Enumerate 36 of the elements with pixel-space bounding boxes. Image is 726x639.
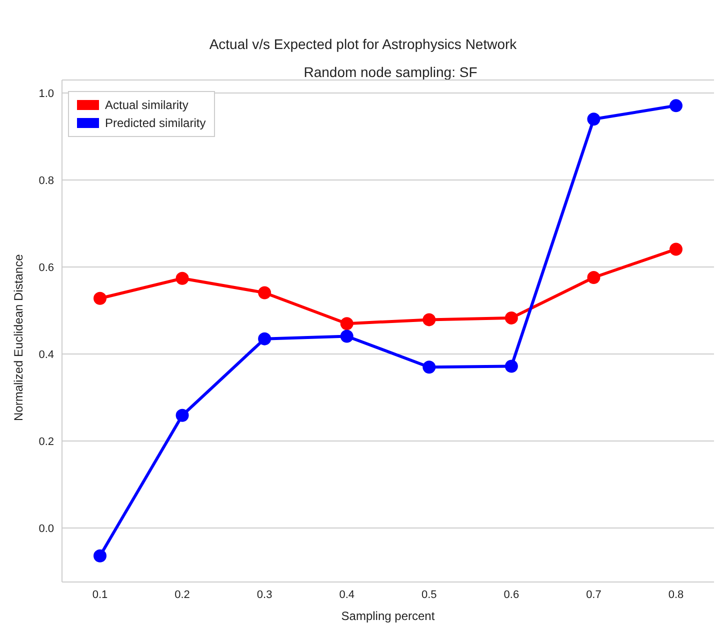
chart-subtitle: Random node sampling: SF [302, 64, 478, 80]
legend-label: Actual similarity [105, 97, 188, 114]
x-tick-label: 0.6 [504, 588, 520, 601]
x-tick-label: 0.4 [339, 588, 355, 601]
legend-label: Predicted similarity [105, 115, 206, 132]
point [340, 317, 354, 330]
chart-title: Actual v/s Expected plot for Astrophysics Network [208, 36, 518, 52]
x-tick-label: 0.8 [668, 588, 684, 601]
point [340, 330, 354, 343]
point [670, 242, 682, 256]
point [94, 292, 106, 305]
point [94, 549, 106, 562]
x-tick-label: 0.3 [256, 588, 272, 601]
x-axis-title: Sampling percent [341, 609, 436, 623]
point [587, 270, 600, 284]
y-tick-label: 0.4 [38, 348, 54, 361]
y-tick-label: 0.8 [38, 174, 54, 187]
point [176, 272, 189, 285]
x-tick-label: 0.5 [421, 588, 437, 601]
x-tick-label: 0.7 [586, 588, 602, 601]
y-axis-title: Normalized Euclidean Distance [11, 254, 26, 421]
point [504, 311, 518, 324]
y-tick-label: 0.6 [38, 262, 54, 274]
y-tick-label: 0.2 [38, 436, 54, 448]
point [504, 360, 518, 373]
point [422, 360, 436, 374]
point [670, 99, 682, 112]
point [422, 313, 436, 326]
x-tick-label: 0.2 [174, 588, 190, 601]
y-tick-label: 1.0 [38, 88, 54, 100]
x-tick-label: 0.1 [92, 588, 108, 601]
point [587, 112, 600, 126]
y-tick-label: 0.0 [38, 522, 54, 535]
point [258, 332, 272, 346]
point [258, 286, 272, 300]
point [176, 408, 189, 422]
